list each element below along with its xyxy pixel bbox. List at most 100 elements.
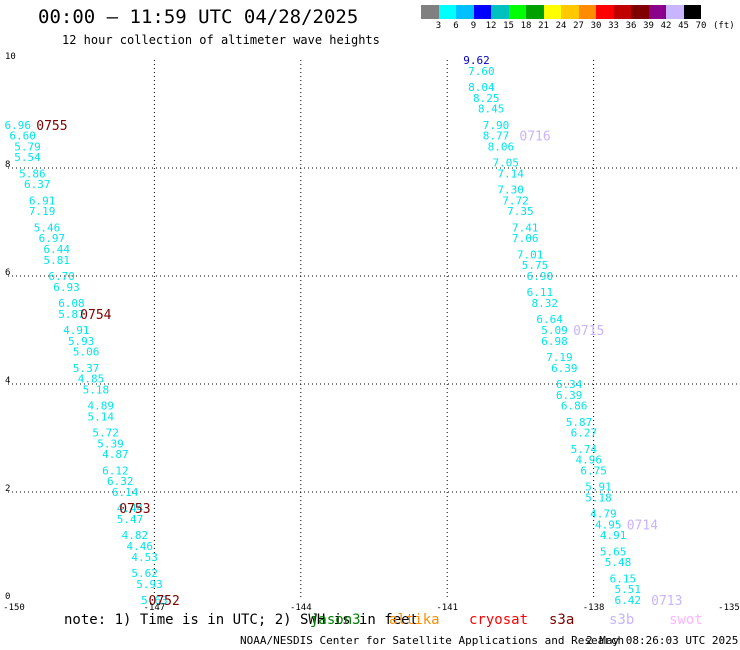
swh-value-label: 6.37: [24, 178, 51, 191]
swh-value-label: 5.18: [83, 383, 110, 396]
colorbar-unit: (ft): [713, 21, 735, 31]
swh-value-label: 6.42: [615, 594, 642, 607]
x-tick-label: -141: [436, 603, 459, 613]
legend-altika: altika: [389, 612, 440, 628]
swh-value-label: 5.87: [566, 416, 593, 429]
swh-value-label: 5.09: [541, 324, 568, 337]
colorbar-tick-label: 30: [590, 21, 602, 31]
x-tick-label: -150: [3, 603, 25, 613]
swh-value-label: 8.06: [488, 140, 515, 153]
swh-value-label: 8.32: [532, 297, 559, 310]
swh-value-label: 9.62: [463, 54, 490, 67]
swh-value-label: 8.25: [473, 92, 500, 105]
swh-value-label: 4.89: [87, 400, 114, 413]
swh-value-label: 7.72: [502, 194, 529, 207]
swh-value-label: 7.60: [468, 65, 495, 78]
colorbar-tick-label: 33: [608, 21, 619, 31]
swh-value-label: 4.85: [78, 373, 105, 386]
swh-value-label: 6.96: [5, 119, 32, 132]
credit-line: NOAA/NESDIS Center for Satellite Applica…: [240, 634, 625, 647]
swh-value-label: 5.93: [68, 335, 95, 348]
colorbar-swatch: [613, 5, 631, 19]
swh-value-label: 6.60: [9, 130, 36, 143]
swh-value-label: 4.87: [102, 448, 129, 461]
time-label: 0753: [119, 502, 150, 517]
swh-value-label: 7.30: [497, 184, 524, 197]
swh-value-label: 8.45: [478, 103, 505, 116]
legend-jason3: jason3: [310, 612, 361, 628]
swh-value-label: 5.62: [131, 567, 158, 580]
time-label: 0714: [627, 518, 658, 533]
swh-value-label: 5.47: [117, 513, 144, 526]
time-label: 0715: [573, 324, 604, 339]
x-tick-label: -147: [143, 603, 166, 613]
swh-value-label: 5.51: [615, 583, 642, 596]
colorbar-tick-label: 42: [660, 21, 672, 31]
swh-value-label: 5.06: [73, 346, 100, 359]
colorbar-tick-label: 12: [485, 21, 497, 31]
colorbar-swatch: [473, 5, 491, 19]
swh-value-label: 5.75: [522, 259, 549, 272]
swh-value-label: 6.34: [556, 378, 583, 391]
swh-value-label: 8.77: [483, 130, 510, 143]
colorbar-tick-label: 21: [538, 21, 549, 31]
y-tick-label: 8: [5, 160, 11, 170]
y-tick-label: 0: [5, 592, 11, 602]
swh-value-label: 5.63: [141, 594, 168, 607]
swh-value-label: 6.93: [53, 281, 80, 294]
swh-value-label: 7.06: [512, 232, 539, 245]
swh-value-label: 4.96: [575, 454, 602, 467]
swh-value-label: 8.04: [468, 81, 495, 94]
swh-value-label: 7.01: [517, 248, 544, 261]
time-label: 0752: [149, 594, 180, 609]
swh-value-label: 5.37: [73, 362, 100, 375]
time-label: 0713: [651, 594, 682, 609]
swh-value-label: 6.91: [29, 194, 56, 207]
swh-value-label: 5.81: [44, 254, 71, 267]
legend-s3b: s3b: [609, 612, 635, 628]
colorbar-swatch: [438, 5, 456, 19]
colorbar-swatch: [561, 5, 579, 19]
colorbar-tick-label: 18: [520, 21, 532, 31]
colorbar-swatch: [631, 5, 649, 19]
time-label: 0716: [519, 130, 550, 145]
x-tick-label: -138: [582, 603, 605, 613]
swh-value-label: 6.32: [107, 475, 134, 488]
swh-value-label: 7.14: [497, 167, 524, 180]
swh-value-label: 4.79: [590, 508, 617, 521]
colorbar-tick-label: 45: [678, 21, 689, 31]
swh-value-label: 6.98: [541, 335, 568, 348]
units-note: note: 1) Time is in UTC; 2) SWH is in fe…: [64, 612, 419, 628]
swh-value-label: 6.97: [39, 232, 66, 245]
swh-value-label: 4.91: [63, 324, 90, 337]
x-tick-label: -144: [289, 603, 312, 613]
swh-value-label: 5.65: [600, 545, 627, 558]
y-tick-label: 10: [5, 52, 16, 62]
swh-value-label: 4.82: [122, 529, 149, 542]
swh-value-label: 7.90: [483, 119, 510, 132]
colorbar-tick-label: 70: [695, 21, 707, 31]
swh-value-label: 6.39: [556, 389, 583, 402]
swh-value-label: 7.35: [507, 205, 534, 218]
swh-value-label: 6.12: [102, 464, 129, 477]
legend-swot: swot: [669, 612, 703, 628]
swh-value-label: 7.19: [546, 351, 573, 364]
colorbar-tick-label: 3: [435, 21, 442, 31]
swh-value-label: 5.86: [19, 167, 46, 180]
colorbar-tick-label: 9: [470, 21, 477, 31]
time-label: 0755: [36, 119, 67, 134]
colorbar-swatch: [456, 5, 474, 19]
colorbar-swatch: [648, 5, 666, 19]
swh-value-label: 5.72: [92, 427, 119, 440]
swh-value-label: 6.39: [551, 362, 578, 375]
swh-value-label: 5.48: [605, 556, 632, 569]
swh-value-label: 6.11: [527, 286, 554, 299]
swh-value-label: 6.75: [580, 464, 607, 477]
colorbar-swatch: [683, 5, 701, 19]
colorbar-tick-label: 6: [453, 21, 459, 31]
swh-value-label: 4.46: [127, 540, 154, 553]
generated-timestamp: 2 May 08:26:03 UTC 2025: [586, 634, 739, 647]
colorbar-tick-label: 39: [643, 21, 654, 31]
swh-value-label: 5.46: [34, 221, 61, 234]
swh-value-label: 5.91: [585, 481, 612, 494]
